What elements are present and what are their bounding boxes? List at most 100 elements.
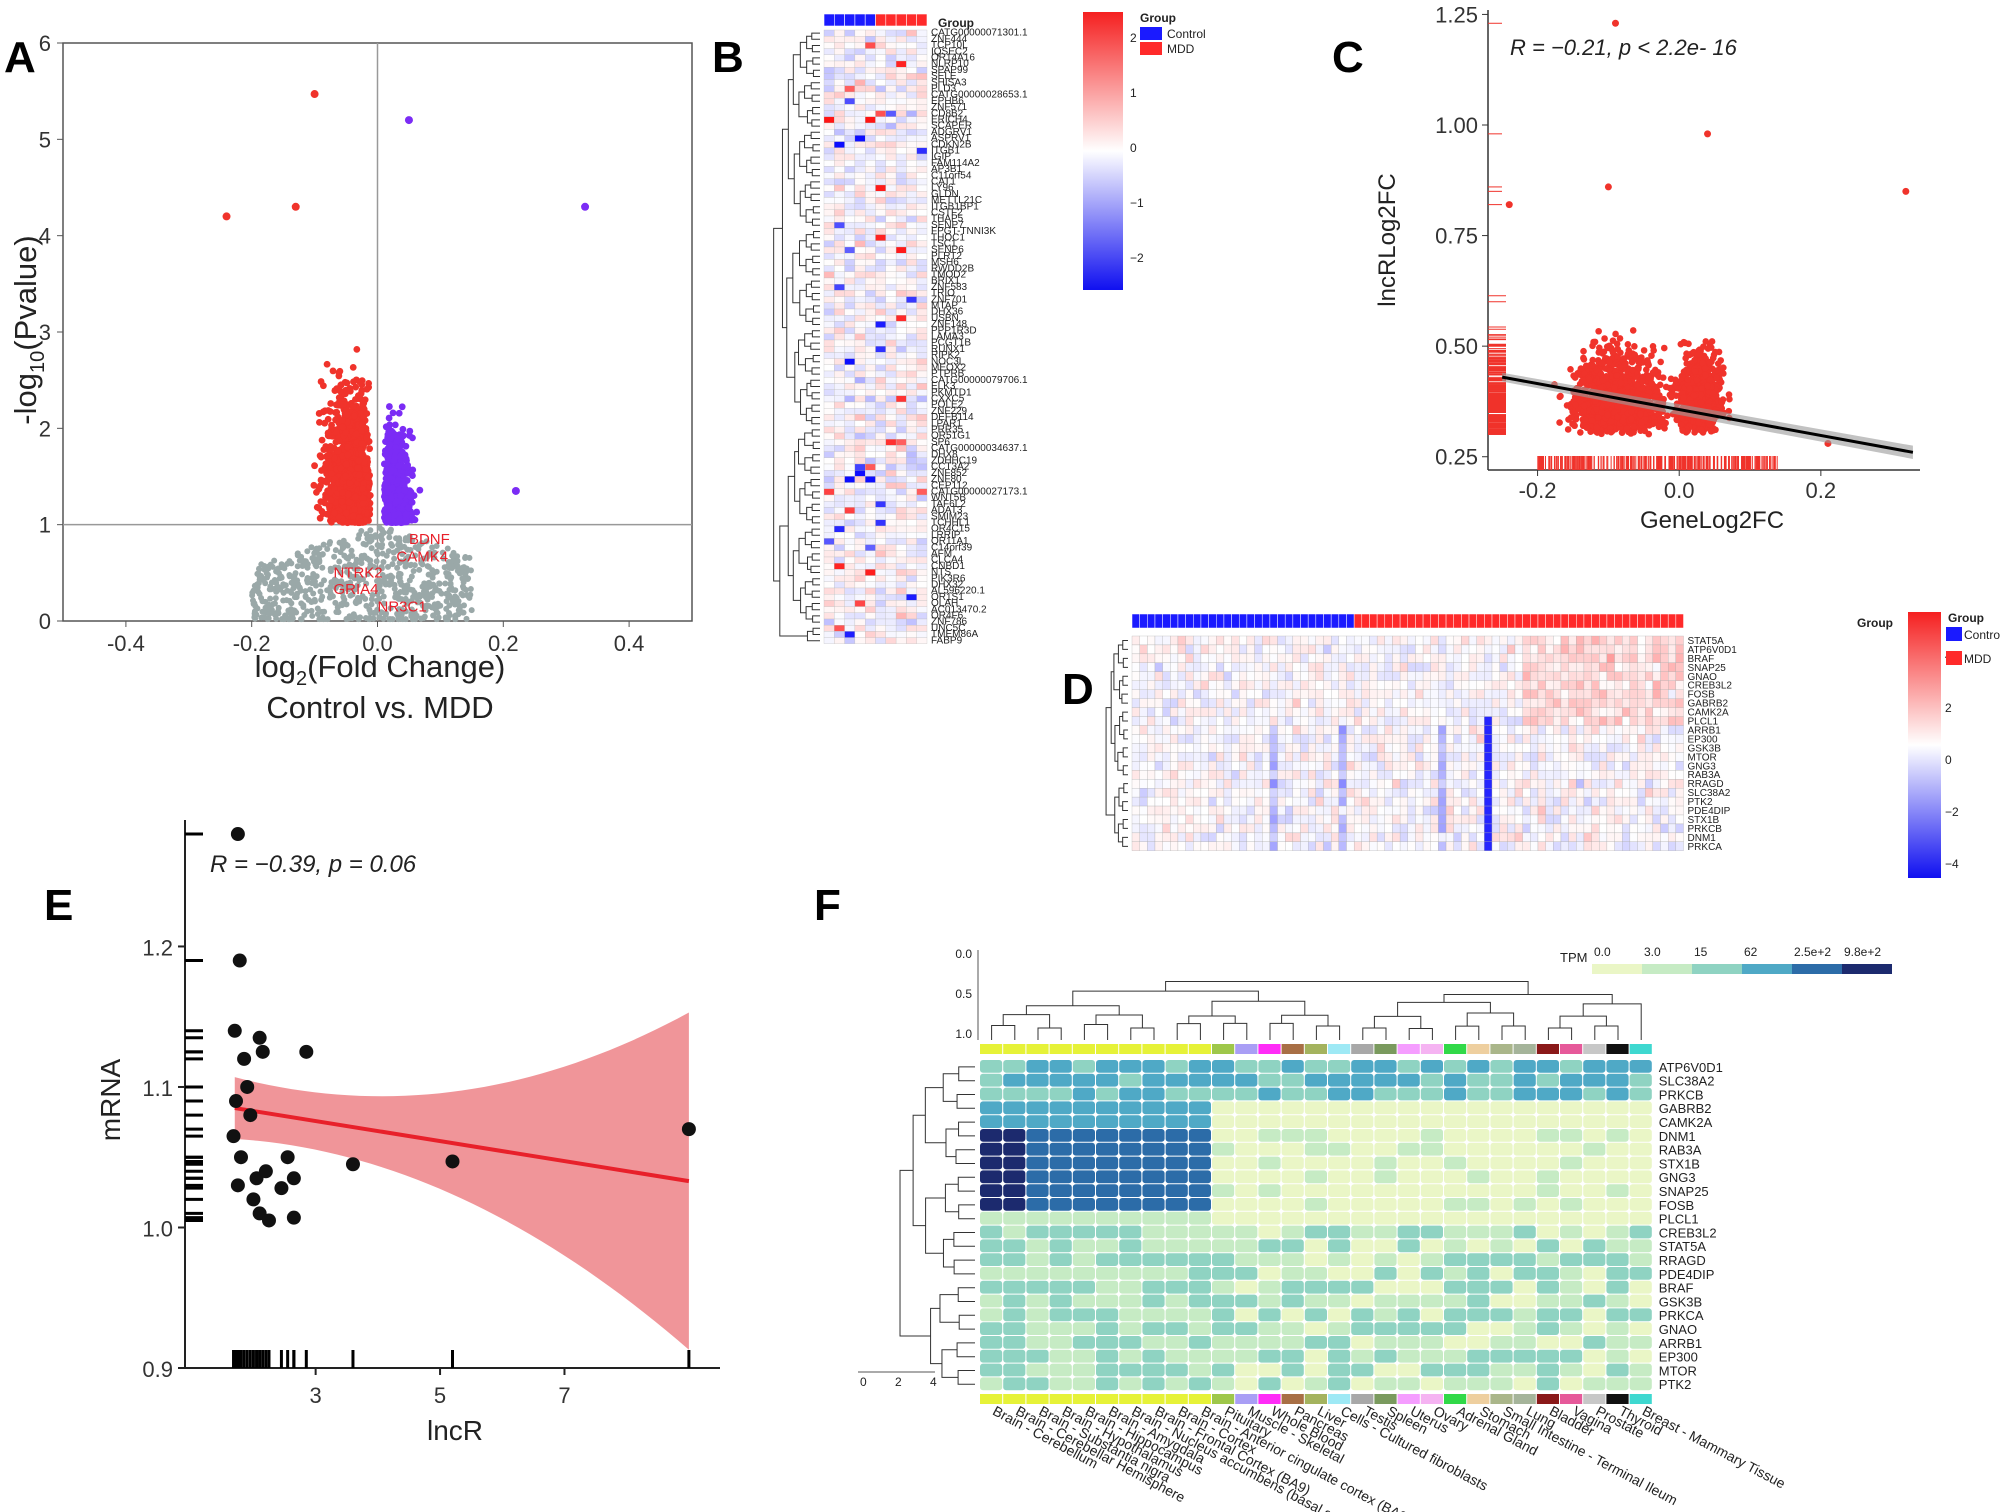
heatmap-b-cell (875, 563, 886, 570)
heatmap-b-dendro-branch (799, 41, 807, 68)
heatmap-b-cell (865, 389, 876, 396)
heatmap-b-cell (844, 116, 856, 124)
heatmap-b-cell (834, 606, 845, 613)
heatmap-b-cell (885, 594, 897, 601)
heatmap-b-cell (854, 501, 866, 508)
volcano-point-up (402, 455, 410, 463)
heatmap-b-cell (834, 160, 845, 167)
heatmap-b-cell (916, 160, 928, 167)
heatmap-b-cell (834, 358, 845, 365)
volcano-point-ns (399, 550, 406, 557)
heatmap-b-dendro-branch (805, 606, 813, 620)
heatmap-b-dendro-branch (786, 277, 795, 378)
heatmap-b-cell (865, 631, 876, 638)
heatmap-b-cell (844, 488, 856, 496)
heatmap-b-cell (916, 401, 928, 409)
volcano-point-ns (380, 558, 387, 565)
heatmap-b-cell (895, 426, 907, 434)
heatmap-b-cell (865, 209, 876, 217)
volcano-point-ns (396, 575, 403, 582)
heatmap-b-cell (834, 197, 845, 204)
heatmap-b-cell (834, 600, 845, 607)
heatmap-b-cell (895, 401, 907, 409)
heatmap-b-cell (906, 129, 917, 136)
heatmap-b-dendro-branch (804, 581, 813, 595)
volcano-point-up (395, 409, 403, 417)
heatmap-b-cell (875, 147, 886, 155)
volcano-point-up (385, 403, 393, 410)
volcano-point-ns (337, 549, 344, 556)
heatmap-b-cell (875, 98, 886, 105)
heatmap-b-cell (823, 296, 835, 303)
heatmap-b-cell (885, 315, 897, 322)
heatmap-b-cell (906, 408, 917, 415)
heatmap-b-cell (895, 618, 907, 626)
heatmap-b-cell (865, 153, 876, 161)
volcano-point-down (349, 363, 357, 371)
heatmap-b-cell (906, 265, 917, 272)
volcano-point-ns (355, 535, 362, 542)
heatmap-b-cell (854, 532, 866, 539)
volcano-point-down (327, 496, 335, 504)
heatmap-b-cell (865, 556, 876, 564)
heatmap-b-cell (823, 234, 835, 241)
heatmap-b-cell (865, 240, 876, 248)
heatmap-b-cell (916, 532, 928, 539)
volcano-point-ns (374, 591, 381, 598)
heatmap-b-cell (895, 395, 907, 403)
volcano-point-down (329, 367, 337, 375)
heatmap-b-cell (823, 222, 835, 229)
volcano-point-ns (289, 615, 296, 622)
heatmap-b-cell (916, 470, 928, 477)
heatmap-b-cell (875, 414, 886, 421)
heatmap-b-cell (844, 36, 856, 43)
heatmap-b-cell (854, 246, 866, 254)
heatmap-b-cell (916, 85, 928, 93)
heatmap-b-cell (834, 246, 845, 254)
volcano-point-ns (426, 549, 433, 556)
heatmap-b-cell (844, 395, 856, 403)
volcano-point-down (349, 403, 357, 410)
heatmap-b-cell (834, 302, 845, 310)
volcano-point-ns (401, 543, 408, 550)
heatmap-b-cell (844, 482, 856, 489)
heatmap-b-cell (854, 470, 866, 477)
heatmap-b-cell (885, 451, 897, 458)
heatmap-b-cell (844, 575, 856, 582)
heatmap-b-cell (895, 587, 907, 595)
heatmap-b-cell (875, 395, 886, 403)
heatmap-b-dendro-branch (811, 429, 820, 437)
heatmap-b-cell (834, 277, 845, 285)
heatmap-b-cell (875, 91, 886, 99)
volcano-point-ns (266, 606, 273, 613)
volcano-y-tick-label: 1 (39, 513, 51, 538)
heatmap-b-cell (875, 575, 886, 582)
heatmap-b-cell (844, 259, 856, 266)
heatmap-b-cell (844, 73, 856, 80)
heatmap-b-cell (906, 284, 917, 291)
heatmap-b-cell (823, 507, 835, 514)
heatmap-b-cell (823, 191, 835, 198)
volcano-point-down (358, 440, 366, 447)
heatmap-b-cell (865, 414, 876, 421)
heatmap-b-cell (895, 476, 907, 483)
heatmap-b-cell (885, 42, 897, 49)
heatmap-b-cell (875, 48, 886, 55)
heatmap-b-cell (865, 122, 876, 130)
volcano-point-ns (367, 527, 374, 534)
heatmap-b-cell (854, 135, 866, 142)
heatmap-b-cell (916, 420, 928, 427)
heatmap-b-cell (906, 315, 917, 322)
heatmap-b-cell (895, 556, 907, 564)
heatmap-b-cell (916, 581, 928, 589)
volcano-point-ns (363, 580, 370, 587)
heatmap-b-cell (844, 550, 856, 558)
volcano-point-ns (256, 565, 263, 572)
heatmap-b-cell (885, 544, 897, 551)
heatmap-b-cell (875, 327, 886, 334)
heatmap-b-cell (906, 476, 917, 483)
volcano-point-down (343, 411, 351, 419)
heatmap-b-cell (854, 315, 866, 322)
heatmap-b-cell (916, 569, 928, 576)
volcano-point-down (366, 445, 374, 453)
